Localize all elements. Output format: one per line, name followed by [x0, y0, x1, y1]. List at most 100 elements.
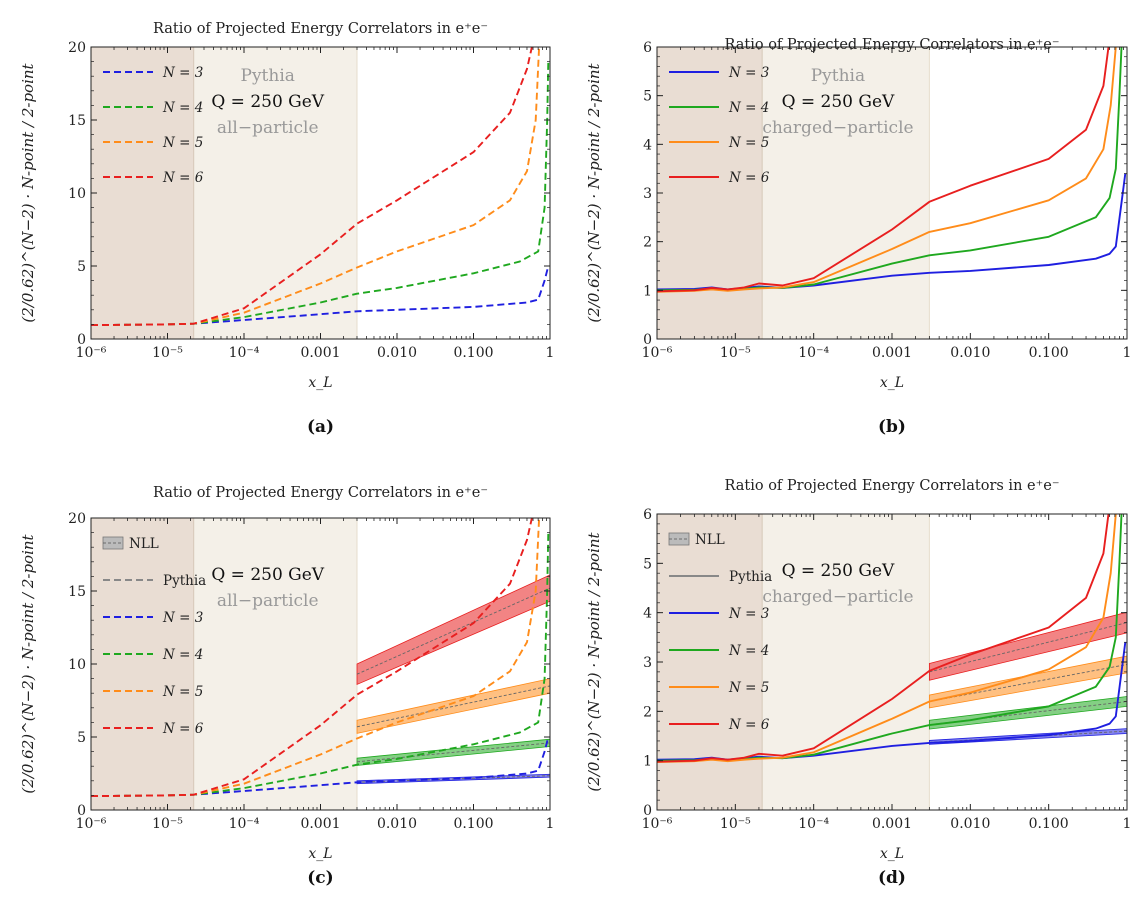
chart-title: Ratio of Projected Energy Correlators in…	[153, 21, 488, 37]
nll-band	[356, 574, 550, 686]
x-tick-label: 1	[1123, 816, 1131, 832]
legend-item: N = 5	[669, 680, 769, 696]
legend-item: N = 5	[103, 135, 203, 151]
annotation-text: charged−particle	[762, 118, 913, 138]
shaded-region	[762, 514, 930, 810]
x-tick-label: 0.001	[300, 816, 340, 832]
panel-caption: (d)	[878, 868, 906, 888]
x-tick-label: 0.100	[453, 345, 493, 361]
legend-label: NLL	[129, 536, 159, 552]
y-tick-label: 6	[643, 507, 652, 523]
legend-label: N = 6	[162, 721, 204, 737]
x-tick-label: 1	[546, 345, 555, 361]
x-tick-label: 0.001	[300, 345, 340, 361]
legend-item: Pythia	[669, 569, 772, 585]
y-tick-label: 5	[77, 259, 86, 275]
y-axis-label: (2/0.62)^(N−2) · N-point / 2-point	[19, 533, 37, 793]
panel-caption: (c)	[307, 868, 333, 888]
legend-item: N = 3	[669, 606, 769, 622]
chart-title: Ratio of Projected Energy Correlators in…	[725, 37, 1060, 53]
shaded-region	[193, 47, 357, 339]
chart-panel-4: 10⁻⁶ 10⁻⁵ 10⁻⁴ 0.001 0.010 0.100 1 0 1 2 3 4 5 6 Ratio…	[585, 478, 1131, 888]
shaded-region	[657, 514, 763, 810]
chart-title: Ratio of Projected Energy Correlators in…	[725, 478, 1060, 494]
y-tick-label: 1	[643, 754, 652, 770]
legend-item: NLL	[668, 532, 725, 548]
y-tick-label: 1	[643, 283, 652, 299]
y-axis-label: (2/0.62)^(N−2) · N-point / 2-point	[585, 62, 603, 322]
legend-item: N = 3	[103, 610, 203, 626]
y-tick-label: 0	[643, 803, 652, 819]
annotation-text: all−particle	[217, 118, 319, 138]
x-axis-label: x_L	[880, 846, 904, 862]
x-tick-label: 10⁻⁴	[229, 345, 260, 361]
series-line	[91, 47, 541, 327]
x-tick-label: 0.010	[950, 816, 990, 832]
nll-band	[928, 655, 1127, 709]
legend-label: N = 4	[728, 643, 769, 659]
nll-band	[928, 611, 1127, 681]
legend-item: N = 5	[669, 135, 769, 151]
legend-label: N = 3	[728, 65, 769, 81]
annotation-text: charged−particle	[762, 587, 913, 607]
series-line	[657, 514, 1110, 763]
legend-label: N = 3	[162, 610, 203, 626]
legend-label: N = 4	[162, 100, 203, 116]
legend-item: N = 4	[103, 647, 203, 663]
y-tick-label: 0	[77, 803, 86, 819]
shaded-region	[91, 47, 194, 339]
legend-label: Pythia	[163, 573, 206, 589]
y-tick-label: 4	[643, 606, 652, 622]
panel-caption: (a)	[307, 417, 334, 437]
y-tick-label: 0	[643, 332, 652, 348]
y-tick-label: 3	[643, 186, 652, 202]
y-axis-label: (2/0.62)^(N−2) · N-point / 2-point	[585, 531, 603, 791]
annotation-text: Pythia	[241, 66, 295, 86]
y-tick-label: 20	[68, 40, 86, 56]
x-tick-label: 1	[546, 816, 555, 832]
panel-caption: (b)	[878, 417, 906, 437]
annotation-text: Q = 250 GeV	[211, 565, 324, 585]
legend-label: N = 5	[728, 680, 769, 696]
y-tick-label: 10	[68, 186, 86, 202]
legend-item: N = 3	[103, 65, 203, 81]
nll-band	[356, 678, 550, 734]
legend-item: NLL	[102, 536, 159, 552]
y-tick-label: 3	[643, 655, 652, 671]
series-line	[657, 47, 1117, 293]
x-tick-label: 10⁻⁶	[642, 345, 673, 361]
legend-item: N = 6	[103, 170, 204, 186]
series-line	[657, 514, 1117, 764]
annotation-text: all−particle	[217, 591, 319, 611]
plot-area	[657, 514, 1127, 764]
nll-band-center	[929, 664, 1127, 702]
legend-item: N = 6	[103, 721, 204, 737]
y-tick-label: 20	[68, 511, 86, 527]
x-tick-label: 0.010	[377, 345, 417, 361]
x-axis-label: x_L	[308, 846, 332, 862]
nll-band-center	[356, 685, 550, 728]
legend-label: N = 3	[162, 65, 203, 81]
series-line	[657, 47, 1110, 293]
y-tick-label: 2	[643, 704, 652, 720]
shaded-region	[762, 47, 930, 339]
legend-item: N = 4	[103, 100, 203, 116]
y-tick-label: 2	[643, 235, 652, 251]
annotation-text: Q = 250 GeV	[211, 92, 324, 112]
series-line	[91, 265, 550, 327]
x-tick-label: 0.100	[1029, 816, 1069, 832]
x-tick-label: 10⁻⁶	[642, 816, 673, 832]
x-tick-label: 10⁻⁴	[229, 816, 260, 832]
legend-label: N = 5	[162, 684, 203, 700]
y-tick-label: 5	[77, 730, 86, 746]
x-tick-label: 10⁻⁶	[76, 816, 107, 832]
legend-label: N = 6	[162, 170, 204, 186]
legend-item: Pythia	[103, 573, 206, 589]
x-tick-label: 0.010	[377, 816, 417, 832]
legend-item: N = 6	[669, 170, 770, 186]
x-tick-label: 10⁻⁶	[76, 345, 107, 361]
legend-label: N = 5	[728, 135, 769, 151]
nll-band-center	[929, 701, 1127, 726]
y-tick-label: 0	[77, 332, 86, 348]
